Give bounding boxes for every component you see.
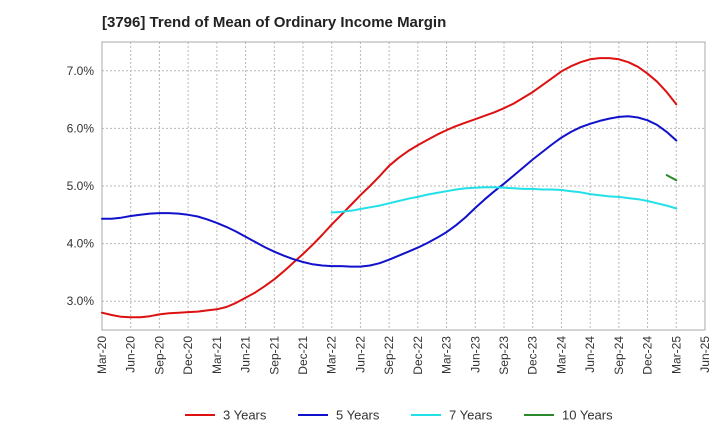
x-tick-label: Mar-22 bbox=[325, 336, 339, 374]
x-tick-label: Dec-21 bbox=[296, 336, 310, 375]
x-tick-label: Jun-23 bbox=[468, 336, 482, 373]
x-tick-label: Sep-21 bbox=[267, 336, 281, 375]
chart-title: [3796] Trend of Mean of Ordinary Income … bbox=[102, 14, 447, 31]
x-tick-label: Jun-25 bbox=[698, 336, 712, 373]
legend-item-10-years: 10 Years bbox=[524, 408, 613, 423]
legend-item-7-years: 7 Years bbox=[411, 408, 493, 423]
x-tick-label: Sep-24 bbox=[612, 336, 626, 375]
x-tick-label: Mar-23 bbox=[440, 336, 454, 374]
legend-label: 3 Years bbox=[223, 408, 267, 423]
series-line-10-years bbox=[665, 174, 678, 182]
series-line-3-years bbox=[101, 57, 678, 319]
x-tick-label: Jun-24 bbox=[583, 336, 597, 373]
x-tick-label: Mar-20 bbox=[95, 336, 109, 374]
plot-area-frame bbox=[101, 41, 706, 331]
x-tick-label: Jun-21 bbox=[239, 336, 253, 373]
y-axis-ticks: 3.0% 4.0% 5.0% 6.0% 7.0% bbox=[67, 64, 95, 308]
x-tick-label: Sep-23 bbox=[497, 336, 511, 375]
x-tick-label: Mar-21 bbox=[210, 336, 224, 374]
series-line-7-years bbox=[330, 186, 678, 214]
series-line-5-years bbox=[101, 115, 678, 268]
legend-label: 5 Years bbox=[336, 408, 380, 423]
x-axis-ticks: Mar-20 Jun-20 Sep-20 Dec-20 Mar-21 Jun-21 Sep-… bbox=[95, 336, 712, 375]
x-tick-label: Jun-22 bbox=[353, 336, 367, 373]
x-tick-label: Sep-20 bbox=[152, 336, 166, 375]
y-tick-label: 6.0% bbox=[67, 121, 95, 135]
legend-item-3-years: 3 Years bbox=[185, 408, 267, 423]
legend-label: 7 Years bbox=[449, 408, 493, 423]
legend: 3 Years 5 Years 7 Years 10 Years bbox=[185, 408, 613, 423]
x-tick-label: Jun-20 bbox=[124, 336, 138, 373]
legend-label: 10 Years bbox=[562, 408, 613, 423]
y-tick-label: 3.0% bbox=[67, 294, 95, 308]
x-tick-label: Dec-23 bbox=[526, 336, 540, 375]
x-tick-label: Sep-22 bbox=[382, 336, 396, 375]
y-tick-label: 5.0% bbox=[67, 179, 95, 193]
y-tick-label: 7.0% bbox=[67, 64, 95, 78]
y-tick-label: 4.0% bbox=[67, 237, 95, 251]
legend-item-5-years: 5 Years bbox=[298, 408, 380, 423]
gridlines bbox=[101, 42, 706, 330]
series-lines bbox=[101, 57, 678, 319]
x-tick-label: Mar-24 bbox=[554, 336, 568, 374]
x-tick-label: Dec-20 bbox=[181, 336, 195, 375]
x-tick-label: Dec-22 bbox=[411, 336, 425, 375]
x-tick-label: Mar-25 bbox=[669, 336, 683, 374]
x-tick-label: Dec-24 bbox=[641, 336, 655, 375]
